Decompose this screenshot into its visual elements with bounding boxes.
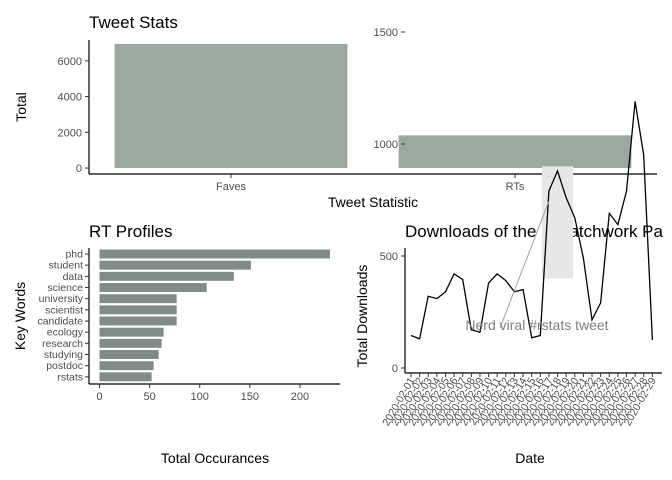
tweet-stats-y-ticks: 0 2000 4000 6000 xyxy=(58,56,89,175)
rt-profiles-title: RT Profiles xyxy=(89,222,172,241)
tweet-stats-bars xyxy=(114,43,632,169)
rt-profiles-x-tick-label: 0 xyxy=(96,391,102,403)
downloads-title: Downloads of the R Patchwork Pa xyxy=(405,222,664,241)
rt-profiles-x-tick-label: 150 xyxy=(241,391,259,403)
rt-profiles-bar-data xyxy=(99,271,234,281)
rt-profiles-x-tick-label: 200 xyxy=(291,391,309,403)
rt-profiles-y-tick-label: science xyxy=(47,282,83,294)
tweet-stats-x-ticks: Faves RTs xyxy=(216,174,525,193)
downloads-y-tick-label: 1500 xyxy=(374,27,398,39)
downloads-y-axis-title: Total Downloads xyxy=(354,265,370,368)
rt-profiles-y-tick-label: research xyxy=(42,338,83,350)
downloads-panel: Downloads of the R Patchwork Pa Nerd vir… xyxy=(354,27,664,466)
tweet-stats-panel: Tweet Stats 0 2000 4000 6000 Faves RTs Tweet… xyxy=(13,13,657,210)
downloads-x-ticks: 2020-02-012020-02-022020-02-032020-02-04… xyxy=(380,373,659,428)
rt-profiles-y-tick-label: studying xyxy=(44,349,83,361)
downloads-series-line xyxy=(410,101,654,341)
rt-profiles-x-tick-label: 100 xyxy=(191,391,209,403)
rt-profiles-panel: RT Profiles phdstudentdatascienceunivers… xyxy=(12,222,340,466)
downloads-y-tick-label: 0 xyxy=(392,363,398,375)
rt-profiles-bar-student xyxy=(99,260,251,270)
tweet-stats-x-axis-title: Tweet Statistic xyxy=(328,194,418,210)
rt-profiles-bar-science xyxy=(99,283,207,292)
downloads-y-ticks: 0 500 1000 1500 xyxy=(374,27,405,375)
rt-profiles-y-axis-title: Key Words xyxy=(12,282,28,350)
rt-profiles-y-tick-label: university xyxy=(39,293,84,305)
rt-profiles-y-tick-label: student xyxy=(49,260,84,272)
rt-profiles-y-tick-label: rstats xyxy=(57,371,83,383)
rt-profiles-x-axis-title: Total Occurances xyxy=(161,450,269,466)
rt-profiles-y-tick-label: phd xyxy=(65,249,83,261)
rt-profiles-bar-rstats xyxy=(99,372,152,382)
rt-profiles-bar-research xyxy=(99,338,162,348)
rt-profiles-bar-ecology xyxy=(99,327,164,337)
tweet-stats-y-tick-label: 4000 xyxy=(58,92,82,104)
downloads-y-tick-label: 500 xyxy=(380,251,398,263)
rt-profiles-bar-postdoc xyxy=(99,361,154,371)
tweet-stats-y-tick-label: 0 xyxy=(76,163,82,175)
tweet-stats-x-tick-label: Faves xyxy=(216,181,246,193)
viral-tweet-annotation-label: Nerd viral #rstats tweet xyxy=(465,317,608,333)
rt-profiles-y-tick-label: scientist xyxy=(45,304,83,316)
rt-profiles-bar-studying xyxy=(99,350,159,359)
tweet-stats-bar-rts xyxy=(398,135,632,168)
rt-profiles-y-ticks: phdstudentdatascienceuniversityscientist… xyxy=(37,249,89,383)
tweet-stats-y-tick-label: 6000 xyxy=(58,56,82,68)
rt-profiles-bar-university xyxy=(99,294,177,304)
rt-profiles-y-tick-label: postdoc xyxy=(46,360,83,372)
rt-profiles-x-tick-label: 50 xyxy=(143,391,155,403)
tweet-stats-y-tick-label: 2000 xyxy=(58,127,82,139)
tweet-stats-y-axis-title: Total xyxy=(13,92,29,122)
rt-profiles-bar-phd xyxy=(99,249,330,259)
rt-profiles-y-tick-label: candidate xyxy=(37,316,83,328)
viral-tweet-annotation-arrow xyxy=(499,200,550,329)
tweet-stats-bar-faves xyxy=(114,43,348,169)
rt-profiles-bar-candidate xyxy=(99,316,177,326)
rt-profiles-bar-scientist xyxy=(99,305,177,315)
tweet-stats-x-tick-label: RTs xyxy=(506,181,525,193)
rt-profiles-y-tick-label: ecology xyxy=(47,327,84,339)
rt-profiles-y-tick-label: data xyxy=(63,271,84,283)
downloads-x-axis-title: Date xyxy=(515,450,545,466)
rt-profiles-x-ticks: 0 50 100 150 200 xyxy=(96,384,309,403)
downloads-y-tick-label: 1000 xyxy=(374,139,398,151)
rt-profiles-bars xyxy=(99,249,330,382)
tweet-stats-title: Tweet Stats xyxy=(89,13,178,32)
